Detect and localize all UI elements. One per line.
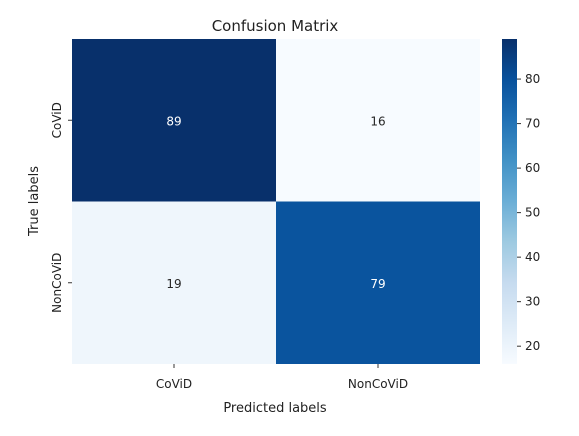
cell-value-label: 16 <box>370 114 385 128</box>
heatmap-cell <box>276 201 480 364</box>
y-axis-label: True labels <box>27 166 42 237</box>
colorbar <box>502 39 517 364</box>
colorbar-ticks: 20 30 40 50 60 70 80 <box>517 72 540 353</box>
cell-value-label: 79 <box>370 277 385 291</box>
heatmap-cells <box>72 39 480 364</box>
chart-title: Confusion Matrix <box>212 17 339 35</box>
y-tick-label: NonCoViD <box>50 253 64 313</box>
x-axis-label: Predicted labels <box>223 401 327 416</box>
x-tick-label: NonCoViD <box>348 377 408 391</box>
cell-value-label: 89 <box>166 114 181 128</box>
colorbar-tick-label: 20 <box>525 339 540 353</box>
colorbar-tick-label: 40 <box>525 250 540 264</box>
heatmap-cell-labels: 89 16 19 79 <box>166 114 385 291</box>
colorbar-tick-label: 60 <box>525 161 540 175</box>
heatmap-cell <box>72 39 276 202</box>
heatmap-cell <box>72 201 276 364</box>
colorbar-tick-label: 70 <box>525 117 540 131</box>
x-tick-label: CoViD <box>156 377 192 391</box>
y-tick-label: CoViD <box>50 102 64 138</box>
cell-value-label: 19 <box>166 277 181 291</box>
x-axis-ticks: CoViD NonCoViD <box>156 364 408 391</box>
colorbar-tick-label: 50 <box>525 206 540 220</box>
heatmap-cell <box>276 39 480 202</box>
y-axis-ticks: CoViD NonCoViD <box>50 102 72 313</box>
colorbar-tick-label: 30 <box>525 295 540 309</box>
colorbar-tick-label: 80 <box>525 72 540 86</box>
